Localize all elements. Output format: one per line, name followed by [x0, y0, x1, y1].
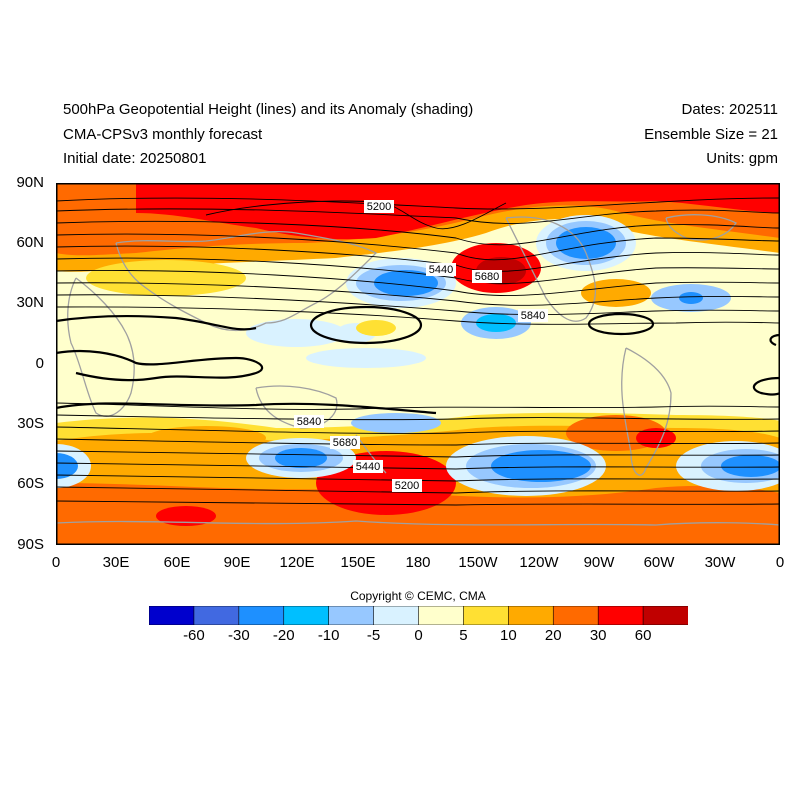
contour-label: 5680 — [333, 437, 357, 449]
colorbar-label: -10 — [317, 627, 340, 644]
contour-label: 5840 — [297, 416, 321, 428]
height-contours — [56, 197, 780, 506]
colorbar-swatch — [238, 606, 285, 625]
colorbar-swatch — [508, 606, 555, 625]
colorbar-label: 20 — [544, 627, 562, 644]
contour-label-group: 5200 5440 5680 5840 5840 5680 5440 5200 — [294, 200, 548, 492]
x-tick-label: 60E — [163, 554, 191, 571]
bold-contours — [56, 305, 780, 415]
initial-date: Initial date: 20250801 — [63, 150, 207, 167]
x-tick-label: 60W — [643, 554, 675, 571]
x-tick-label: 120E — [279, 554, 315, 571]
map-subtitle: CMA-CPSv3 monthly forecast — [63, 126, 263, 143]
contour-label: 5440 — [356, 461, 380, 473]
x-tick-label: 150E — [340, 554, 376, 571]
colorbar-swatch — [552, 606, 599, 625]
x-tick-label: 90E — [223, 554, 251, 571]
map-frame — [56, 183, 780, 545]
x-tick-label: 90W — [583, 554, 615, 571]
x-tick-label: 120W — [519, 554, 559, 571]
copyright-text: Copyright © CEMC, CMA — [350, 589, 486, 603]
dates-label: Dates: 202511 — [681, 101, 778, 118]
coastlines — [56, 214, 780, 526]
contour-label: 5840 — [521, 310, 545, 322]
anomaly-map: 5200 5440 5680 5840 5840 5680 5440 5200 — [56, 183, 780, 545]
contour-label: 5200 — [395, 480, 419, 492]
map-title: 500hPa Geopotential Height (lines) and i… — [63, 101, 474, 118]
colorbar-label: -30 — [227, 627, 250, 644]
colorbar-swatch — [283, 606, 330, 625]
contour-label: 5440 — [429, 264, 453, 276]
colorbar-swatch — [418, 606, 465, 625]
colorbar-label: -60 — [183, 627, 205, 644]
colorbar-label: 10 — [499, 627, 517, 644]
y-tick-label: 30N — [16, 294, 44, 311]
colorbar-swatch — [463, 606, 510, 625]
x-tick-label: 150W — [458, 554, 498, 571]
contour-label: 5680 — [475, 271, 499, 283]
colorbar-label: 60 — [634, 627, 652, 644]
colorbar-label: -20 — [272, 627, 295, 644]
contour-label: 5200 — [367, 201, 391, 213]
y-tick-label: 60S — [17, 475, 44, 492]
colorbar-swatch — [642, 606, 688, 625]
x-tick-label: 30E — [102, 554, 130, 571]
colorbar-swatch — [373, 606, 420, 625]
x-tick-label: 0 — [775, 554, 785, 571]
units-label: Units: gpm — [706, 150, 778, 167]
colorbar-swatch — [328, 606, 375, 625]
colorbar-label: -5 — [366, 627, 381, 644]
colorbar-label: 0 — [414, 627, 423, 644]
x-tick-label: 180 — [405, 554, 431, 571]
y-tick-label: 30S — [17, 415, 44, 432]
x-tick-label: 30W — [704, 554, 736, 571]
x-tick-label: 0 — [51, 554, 61, 571]
colorbar-swatch — [149, 606, 195, 625]
colorbar-swatch — [597, 606, 644, 625]
colorbar-label: 5 — [459, 627, 468, 644]
colorbar-label: 30 — [589, 627, 607, 644]
colorbar — [149, 606, 688, 625]
y-tick-label: 0 — [35, 355, 44, 372]
y-tick-label: 90S — [17, 536, 44, 553]
colorbar-swatch — [193, 606, 240, 625]
y-tick-label: 90N — [16, 174, 44, 191]
y-tick-label: 60N — [16, 234, 44, 251]
ensemble-size-label: Ensemble Size = 21 — [644, 126, 778, 143]
